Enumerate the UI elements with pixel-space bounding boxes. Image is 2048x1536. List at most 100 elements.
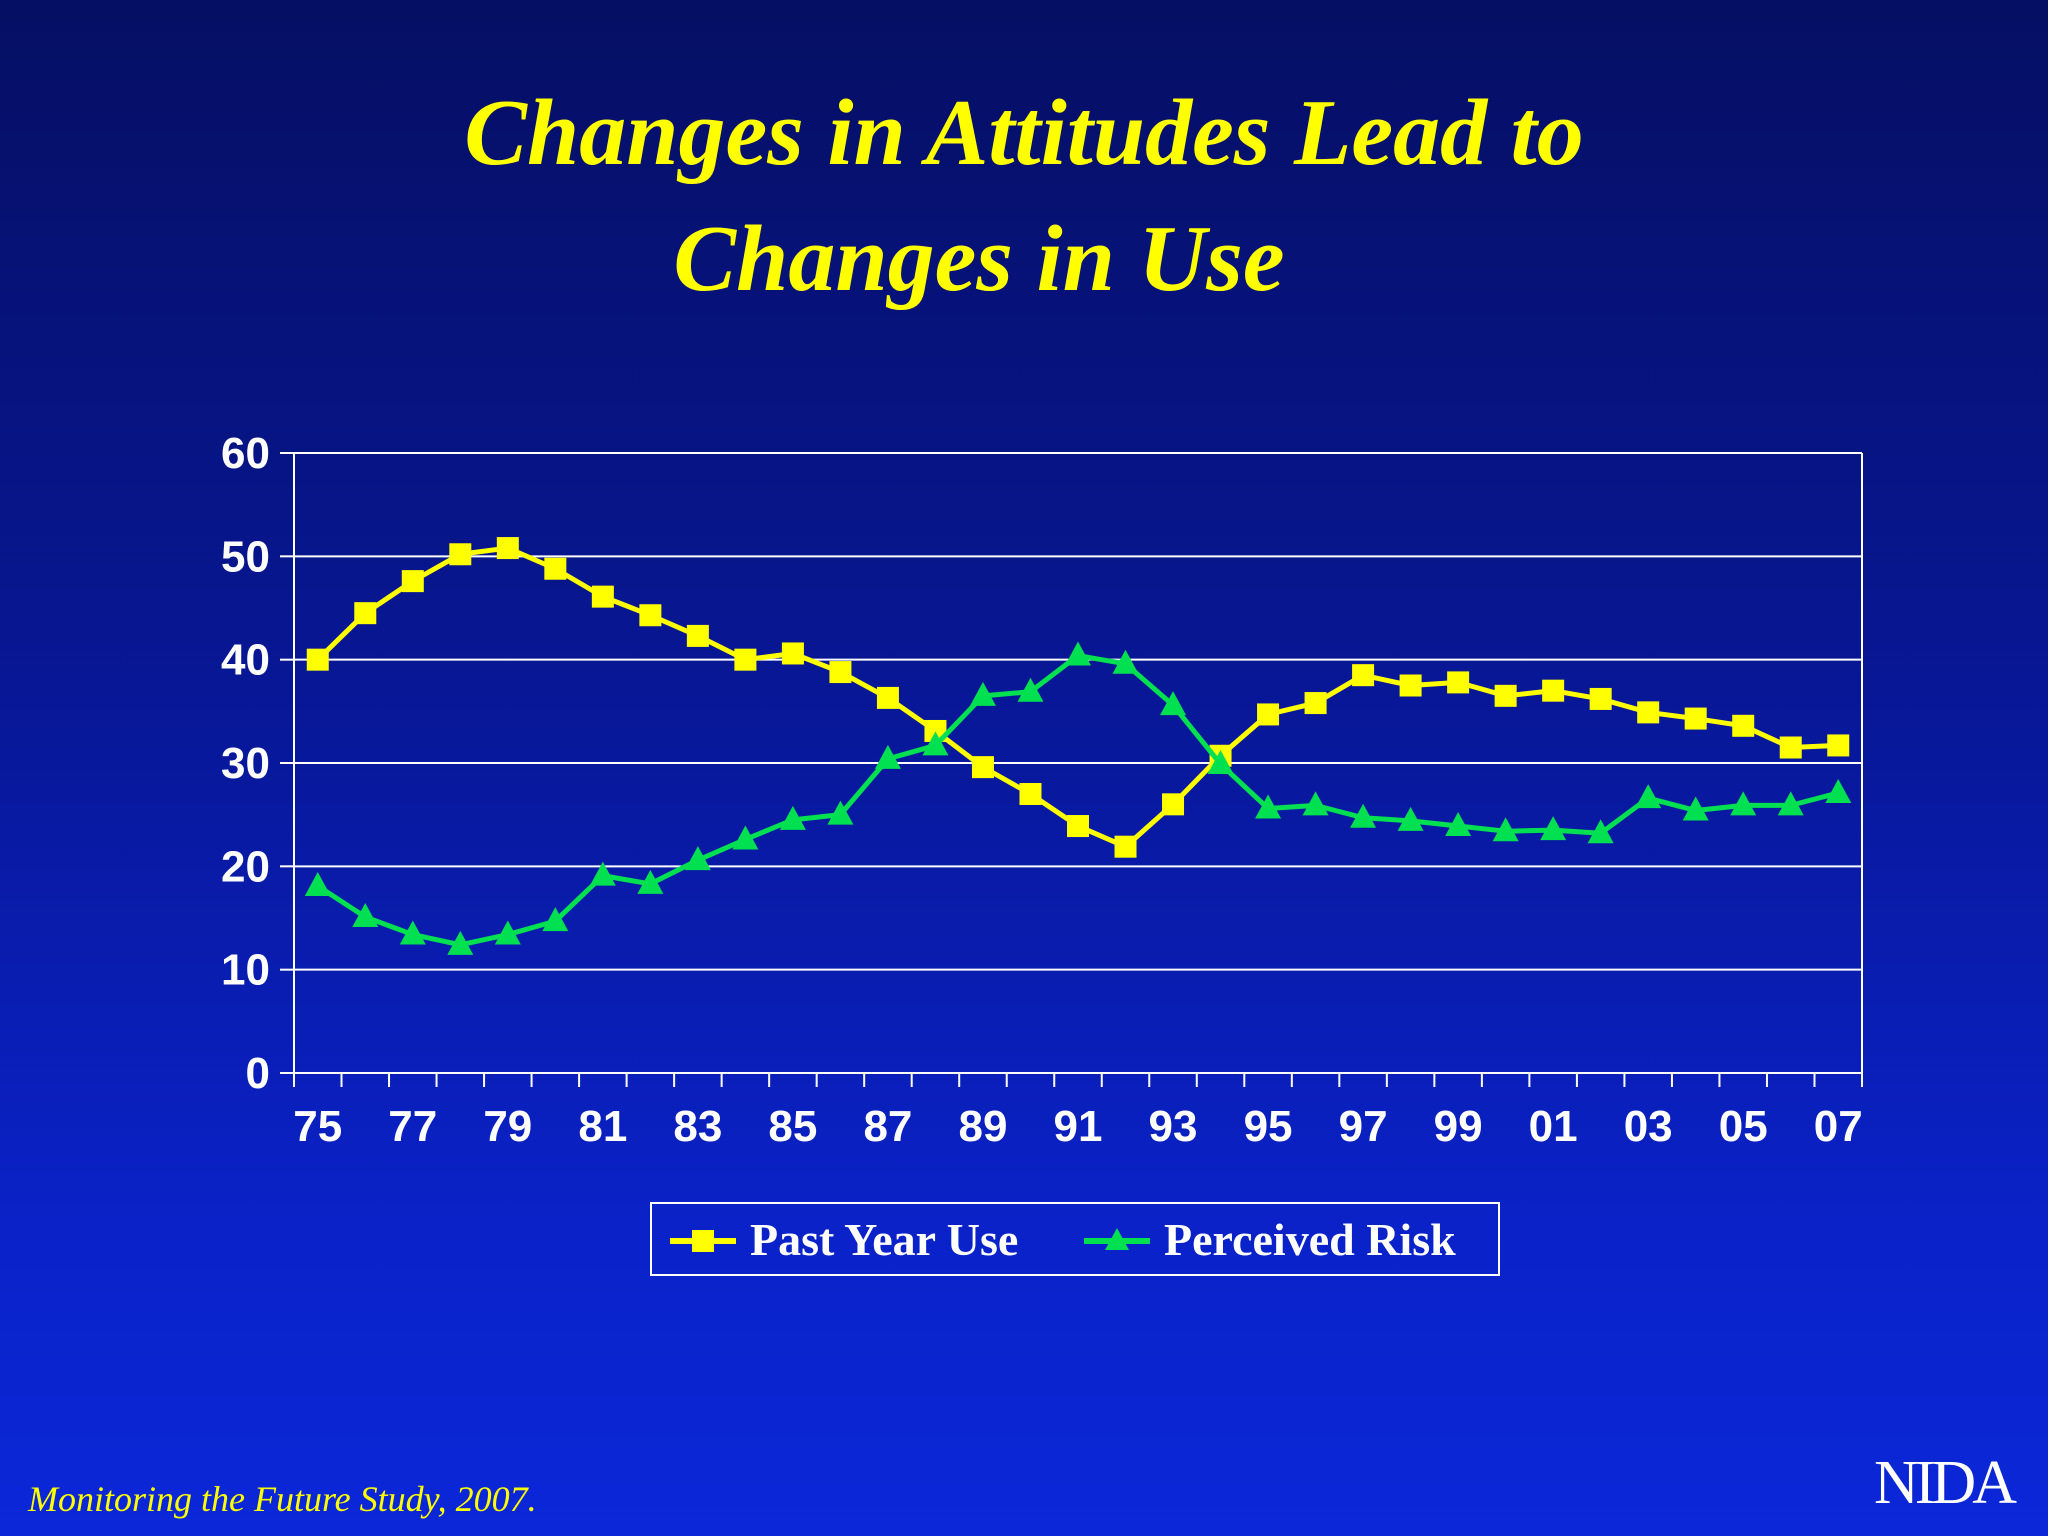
x-tick-label-81: 81 (578, 1102, 627, 1151)
point-past-year-use-89 (971, 756, 994, 779)
x-tick-label-91: 91 (1054, 1102, 1103, 1151)
x-tick-label-77: 77 (388, 1102, 437, 1151)
point-past-year-use-85 (781, 642, 804, 665)
point-perceived-risk-98 (1397, 806, 1424, 831)
point-perceived-risk-99 (1445, 812, 1472, 837)
point-perceived-risk-81 (589, 861, 616, 886)
point-past-year-use-99 (1447, 671, 1470, 694)
point-perceived-risk-75 (304, 871, 331, 896)
title-line-2: Changes in Use (673, 207, 1285, 311)
y-tick-label-60: 60 (221, 429, 270, 478)
point-past-year-use-95 (1257, 703, 1280, 726)
point-past-year-use-04 (1684, 707, 1707, 730)
point-past-year-use-80 (544, 557, 567, 580)
point-perceived-risk-80 (542, 907, 569, 932)
x-tick-label-75: 75 (293, 1102, 342, 1151)
point-past-year-use-98 (1399, 674, 1422, 697)
point-perceived-risk-77 (399, 920, 426, 945)
title-line-1: Changes in Attitudes Lead to (464, 81, 1584, 185)
point-past-year-use-77 (401, 570, 424, 593)
point-past-year-use-87 (876, 686, 899, 709)
point-past-year-use-91 (1067, 815, 1089, 838)
point-perceived-risk-93 (1160, 691, 1187, 716)
point-perceived-risk-94 (1207, 750, 1234, 775)
point-perceived-risk-86 (827, 800, 854, 825)
point-past-year-use-82 (639, 604, 662, 627)
point-past-year-use-07 (1827, 734, 1850, 757)
x-tick-label-99: 99 (1434, 1102, 1483, 1151)
legend-label-past-year-use: Past Year Use (750, 1214, 1019, 1265)
point-past-year-use-75 (306, 648, 329, 671)
point-perceived-risk-89 (969, 681, 996, 706)
point-past-year-use-01 (1542, 679, 1565, 702)
point-perceived-risk-95 (1255, 794, 1282, 819)
point-perceived-risk-87 (874, 744, 901, 769)
y-tick-label-0: 0 (246, 1049, 270, 1098)
point-past-year-use-06 (1779, 736, 1802, 759)
point-perceived-risk-78 (447, 930, 474, 955)
point-perceived-risk-04 (1682, 796, 1709, 821)
point-past-year-use-92 (1114, 835, 1137, 858)
legend-markers (670, 1228, 1150, 1252)
point-perceived-risk-06 (1777, 791, 1804, 816)
point-perceived-risk-85 (779, 805, 806, 830)
point-perceived-risk-00 (1492, 817, 1519, 842)
slide-title: Changes in Attitudes Lead to Changes in … (0, 70, 2048, 322)
x-tick-label-01: 01 (1529, 1102, 1578, 1151)
point-perceived-risk-07 (1825, 778, 1852, 803)
point-perceived-risk-92 (1112, 649, 1139, 674)
series (304, 537, 1852, 955)
y-tick-label-50: 50 (221, 532, 270, 581)
point-past-year-use-96 (1304, 692, 1327, 715)
legend-label-perceived-risk: Perceived Risk (1164, 1214, 1456, 1265)
y-tick-label-30: 30 (221, 739, 270, 788)
x-tick-label-97: 97 (1339, 1102, 1388, 1151)
y-tick-labels: 0 10 20 30 40 50 60 (221, 429, 270, 1098)
point-perceived-risk-03 (1635, 784, 1662, 809)
x-tick-label-87: 87 (863, 1102, 912, 1151)
gridlines (294, 452, 1862, 971)
point-past-year-use-83 (686, 624, 709, 647)
point-perceived-risk-84 (732, 825, 759, 850)
legend-triangle-marker-icon (1105, 1228, 1129, 1250)
point-perceived-risk-82 (637, 869, 664, 894)
x-tick-label-03: 03 (1624, 1102, 1673, 1151)
y-tick-label-10: 10 (221, 946, 270, 995)
point-past-year-use-79 (496, 537, 519, 560)
x-tick-label-85: 85 (768, 1102, 817, 1151)
point-past-year-use-76 (354, 602, 377, 625)
x-tick-label-05: 05 (1719, 1102, 1768, 1151)
point-perceived-risk-01 (1540, 816, 1567, 841)
point-perceived-risk-79 (494, 920, 521, 945)
source-citation: Monitoring the Future Study, 2007. (28, 1479, 537, 1519)
point-perceived-risk-90 (1017, 677, 1044, 702)
point-past-year-use-90 (1019, 783, 1042, 805)
point-past-year-use-84 (734, 648, 757, 671)
x-tick-labels: 75 77 79 81 83 85 87 89 91 93 95 97 99 01 03 05 07 (293, 1102, 1862, 1151)
point-past-year-use-93 (1162, 793, 1185, 816)
nida-logo: NIDA (1874, 1449, 2017, 1517)
point-past-year-use-78 (449, 543, 472, 566)
point-perceived-risk-97 (1350, 803, 1377, 828)
point-past-year-use-97 (1352, 664, 1375, 687)
point-perceived-risk-96 (1302, 791, 1329, 816)
point-perceived-risk-88 (922, 731, 949, 756)
point-perceived-risk-91 (1065, 641, 1091, 666)
x-tick-label-83: 83 (673, 1102, 722, 1151)
point-perceived-risk-05 (1730, 791, 1757, 816)
point-past-year-use-81 (591, 585, 614, 608)
y-tick-label-40: 40 (221, 636, 270, 685)
point-perceived-risk-83 (684, 846, 711, 871)
point-past-year-use-05 (1732, 714, 1755, 737)
legend: Past Year Use Perceived Risk (650, 1202, 1500, 1276)
x-tick-label-89: 89 (958, 1102, 1007, 1151)
point-perceived-risk-76 (352, 902, 379, 927)
point-past-year-use-00 (1494, 684, 1517, 707)
x-tick-label-07: 07 (1814, 1102, 1863, 1151)
y-tick-label-20: 20 (221, 842, 270, 891)
point-past-year-use-86 (829, 661, 852, 684)
point-past-year-use-03 (1637, 701, 1660, 724)
x-tick-label-95: 95 (1244, 1102, 1293, 1151)
x-tick-label-93: 93 (1149, 1102, 1198, 1151)
